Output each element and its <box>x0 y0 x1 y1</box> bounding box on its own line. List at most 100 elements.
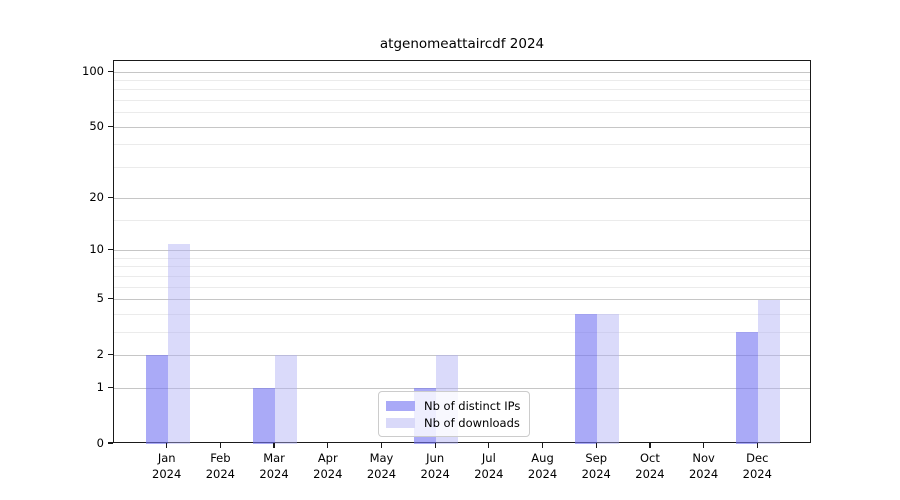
x-tick-year: 2024 <box>688 466 719 481</box>
x-tick-month: Oct <box>639 451 660 465</box>
x-tick-month: Dec <box>746 451 769 465</box>
x-tick-mark <box>166 443 168 448</box>
minor-gridline <box>114 100 810 102</box>
legend-swatch-downloads <box>386 417 415 428</box>
x-tick-mark <box>702 443 705 448</box>
minor-gridline <box>114 257 810 259</box>
x-tick-label: Apr 2024 <box>298 451 358 482</box>
minor-gridline <box>114 144 810 146</box>
y-tick-label: 1 <box>96 379 104 394</box>
x-tick-month: Jul <box>481 451 496 465</box>
minor-gridline <box>114 89 810 91</box>
x-tick-year: 2024 <box>259 466 289 481</box>
x-tick-month: Aug <box>531 451 554 465</box>
x-tick-month: Jan <box>157 451 176 465</box>
minor-gridline <box>114 313 810 315</box>
x-tick-year: 2024 <box>205 466 236 481</box>
x-tick-year: 2024 <box>742 466 772 481</box>
x-tick-month: Apr <box>317 451 338 465</box>
bar-distinct-ips <box>736 332 759 444</box>
x-tick-mark <box>380 443 383 448</box>
minor-gridline <box>114 220 810 222</box>
minor-gridline <box>114 80 810 82</box>
x-tick-label: Nov 2024 <box>674 451 734 482</box>
x-tick-label: Feb 2024 <box>190 451 250 482</box>
x-tick-label: Aug 2024 <box>513 451 573 482</box>
x-tick-label: Oct 2024 <box>620 451 680 482</box>
x-tick-year: 2024 <box>474 466 504 481</box>
x-tick-year: 2024 <box>313 466 343 481</box>
x-tick-label: May 2024 <box>351 451 411 482</box>
y-tick-mark <box>108 70 113 72</box>
x-tick-mark <box>649 443 651 448</box>
y-tick-label: 5 <box>96 291 104 306</box>
x-tick-mark <box>595 443 597 448</box>
x-tick-year: 2024 <box>527 466 558 481</box>
x-tick-year: 2024 <box>581 466 611 481</box>
x-tick-label: Mar 2024 <box>244 451 304 482</box>
x-tick-label: Jan 2024 <box>137 451 197 482</box>
x-tick-mark <box>541 443 544 448</box>
major-gridline <box>114 354 810 356</box>
x-tick-label: Jul 2024 <box>459 451 519 482</box>
minor-gridline <box>114 286 810 288</box>
y-tick-label: 50 <box>89 118 104 133</box>
minor-gridline <box>114 166 810 168</box>
major-gridline <box>114 250 810 252</box>
major-gridline <box>114 198 810 200</box>
legend-label-downloads: Nb of downloads <box>424 415 520 430</box>
bar-downloads <box>758 299 781 444</box>
bar-distinct-ips <box>575 314 598 444</box>
x-tick-mark <box>219 443 222 448</box>
bar-distinct-ips <box>253 388 276 444</box>
x-tick-year: 2024 <box>635 466 665 481</box>
x-tick-year: 2024 <box>152 466 182 481</box>
legend-item-downloads: Nb of downloads <box>386 414 520 431</box>
x-tick-mark <box>273 443 275 448</box>
minor-gridline <box>114 266 810 268</box>
y-tick-mark <box>108 353 113 356</box>
plot-area: Nb of distinct IPs Nb of downloads <box>113 60 811 444</box>
y-tick-mark <box>108 442 113 444</box>
y-tick-label: 20 <box>89 190 104 205</box>
legend-item-distinct-ips: Nb of distinct IPs <box>386 397 520 414</box>
y-tick-mark <box>108 297 113 300</box>
legend-swatch-distinct-ips <box>386 400 415 411</box>
x-tick-month: Sep <box>585 451 608 465</box>
x-tick-month: Jun <box>426 451 445 465</box>
major-gridline <box>114 126 810 128</box>
x-tick-month: May <box>369 451 394 465</box>
chart-title: atgenomeattaircdf 2024 <box>379 36 545 52</box>
y-tick-mark <box>108 125 113 127</box>
major-gridline <box>114 71 810 73</box>
x-tick-month: Nov <box>692 451 715 465</box>
x-tick-year: 2024 <box>366 466 397 481</box>
x-tick-mark <box>434 443 436 448</box>
x-tick-mark <box>488 443 490 448</box>
bar-downloads <box>167 243 190 444</box>
major-gridline <box>114 387 810 389</box>
bar-distinct-ips <box>145 355 168 444</box>
x-tick-mark <box>756 443 758 448</box>
y-tick-mark <box>108 386 113 388</box>
y-tick-label: 100 <box>82 63 104 78</box>
legend-label-distinct-ips: Nb of distinct IPs <box>424 398 521 413</box>
x-tick-label: Jun 2024 <box>405 451 465 482</box>
legend: Nb of distinct IPs Nb of downloads <box>378 391 531 437</box>
x-tick-year: 2024 <box>420 466 450 481</box>
x-tick-label: Sep 2024 <box>566 451 626 482</box>
y-tick-mark <box>108 197 113 199</box>
y-tick-label: 2 <box>96 346 104 361</box>
x-tick-month: Mar <box>263 451 285 465</box>
minor-gridline <box>114 275 810 277</box>
y-tick-label: 0 <box>96 435 104 450</box>
bar-downloads <box>275 355 298 444</box>
minor-gridline <box>114 112 810 114</box>
y-tick-label: 10 <box>89 242 104 257</box>
x-tick-month: Feb <box>210 451 231 465</box>
major-gridline <box>114 299 810 301</box>
bar-downloads <box>597 314 620 444</box>
minor-gridline <box>114 331 810 333</box>
y-tick-mark <box>108 249 113 251</box>
